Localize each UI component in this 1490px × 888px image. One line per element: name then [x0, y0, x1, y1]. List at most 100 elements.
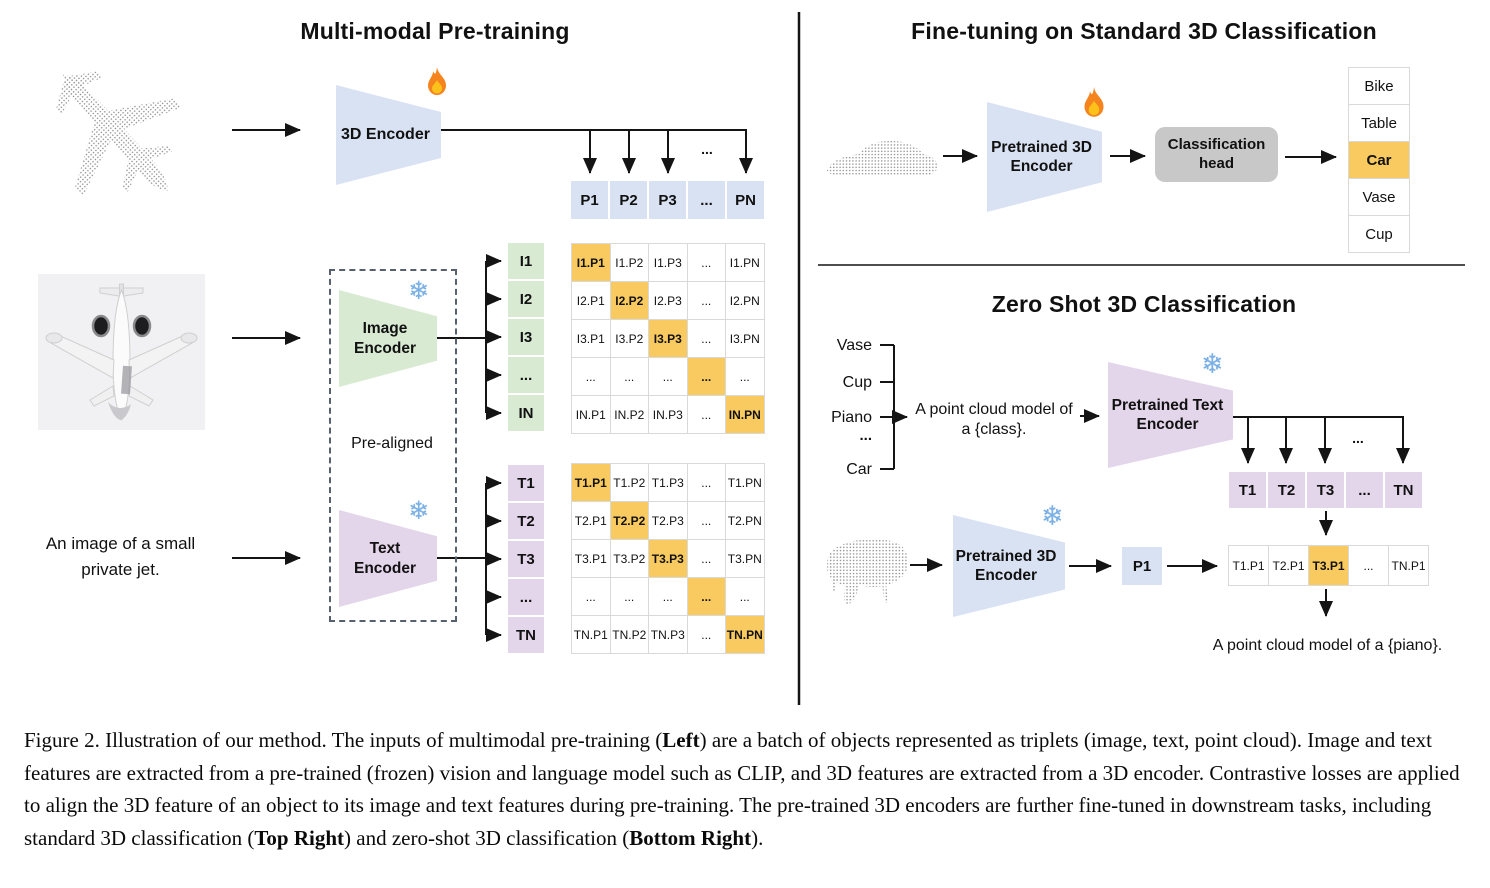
zeroshot-ellipsis: ...	[1352, 430, 1364, 446]
p-row-ellipsis: ...	[701, 141, 713, 157]
matrix-cell: ...	[686, 539, 725, 577]
zeroshot-t-row: T1 T2 T3... TN	[1229, 472, 1422, 508]
zeroshot-result-caption: A point cloud model of a {piano}.	[1212, 637, 1443, 654]
fire-icon	[1084, 87, 1104, 117]
text-features-col-cell: ...	[508, 579, 544, 615]
matrix-cell: I1.P3	[648, 243, 687, 281]
prompt-line2: a {class}.	[961, 421, 1027, 438]
p-features-row-cell: P2	[610, 181, 647, 219]
result-row-cell: T2.P1	[1268, 545, 1308, 585]
matrix-cell: ...	[686, 357, 725, 395]
class-list-item: Car	[1349, 141, 1409, 178]
matrix-cell: T2.PN	[725, 501, 764, 539]
matrix-cell: ...	[571, 577, 610, 615]
p-features-row-cell: ...	[688, 181, 725, 219]
matrix-cell: I3.P3	[648, 319, 687, 357]
prompt-line1: A point cloud model of	[915, 401, 1073, 418]
text-features-col-cell: T2	[508, 503, 544, 539]
p-features-row-cell: P1	[571, 181, 608, 219]
matrix-cell: T3.P3	[648, 539, 687, 577]
airplane-point-cloud	[56, 71, 182, 196]
matrix-cell: ...	[725, 577, 764, 615]
zeroshot-t-row-cell: T1	[1229, 472, 1266, 508]
image-encoder-label: Image Encoder	[353, 320, 416, 357]
matrix-cell: ...	[686, 577, 725, 615]
image-point-similarity-matrix: I1.P1 I1.P2 I1.P3... I1.PN I2.P1 I2.P2 I2.P3..…	[571, 243, 765, 434]
fire-icon	[428, 67, 446, 96]
caption-segment: Bottom Right	[629, 825, 752, 850]
finetune-class-list: Bike Table Car Vase Cup	[1348, 67, 1410, 253]
zeroshot-class-word: ...	[859, 427, 872, 444]
classification-head: Classification head	[1155, 127, 1278, 182]
prompt-text: A point cloud model of a {class}.	[903, 400, 1085, 440]
matrix-cell: ...	[686, 501, 725, 539]
image-features-col-cell: I2	[508, 281, 544, 317]
matrix-cell: T2.P1	[571, 501, 610, 539]
matrix-cell: ...	[686, 395, 725, 433]
zeroshot-class-word: Car	[846, 461, 872, 478]
image-features-col: I1 I2 I3... IN	[508, 243, 544, 431]
result-row-cell: ...	[1348, 545, 1388, 585]
matrix-cell: I3.P2	[609, 319, 648, 357]
matrix-cell: T3.P2	[609, 539, 648, 577]
matrix-cell: ...	[725, 357, 764, 395]
matrix-cell: I2.P1	[571, 281, 610, 319]
matrix-cell: I2.P2	[609, 281, 648, 319]
connector-arrows	[232, 12, 1465, 705]
classification-head-label: Classification head	[1167, 135, 1266, 172]
car-point-cloud	[826, 141, 938, 176]
p-features-row-cell: PN	[727, 181, 764, 219]
finetune-encoder-label: Pretrained 3D Encoder	[991, 138, 1092, 175]
airplane-photo	[38, 274, 205, 430]
matrix-cell: ...	[609, 577, 648, 615]
zeroshot-text-encoder-label: Pretrained Text Encoder	[1111, 396, 1224, 433]
zeroshot-3d-encoder-label: Pretrained 3D Encoder	[955, 547, 1057, 584]
zeroshot-t-row-cell: ...	[1346, 472, 1383, 508]
piano-point-cloud	[827, 539, 909, 605]
matrix-cell: ...	[686, 615, 725, 653]
matrix-cell: T1.P3	[648, 463, 687, 501]
matrix-cell: T3.P1	[571, 539, 610, 577]
matrix-cell: I3.P1	[571, 319, 610, 357]
matrix-cell: T2.P2	[609, 501, 648, 539]
matrix-cell: I2.PN	[725, 281, 764, 319]
matrix-cell: IN.P3	[648, 395, 687, 433]
snowflake-icon: ❄	[1041, 501, 1064, 532]
class-list-item: Bike	[1364, 77, 1394, 95]
caption-segment: ).	[751, 825, 764, 850]
matrix-cell: I1.PN	[725, 243, 764, 281]
image-features-col-cell: ...	[508, 357, 544, 393]
p1-feature-box: P1	[1122, 547, 1162, 585]
result-row-cell: T1.P1	[1228, 545, 1268, 585]
text-features-col-cell: T1	[508, 465, 544, 501]
class-list-item: Vase	[1349, 178, 1409, 215]
p-features-row-cell: P3	[649, 181, 686, 219]
image-text-caption: An image of a small private jet.	[45, 534, 196, 579]
image-features-col-cell: IN	[508, 395, 544, 431]
matrix-cell: TN.P3	[648, 615, 687, 653]
matrix-cell: T1.PN	[725, 463, 764, 501]
figure-caption: Figure 2. Illustration of our method. Th…	[24, 724, 1468, 854]
class-list-item: Table	[1349, 104, 1409, 141]
matrix-cell: ...	[648, 357, 687, 395]
text-features-col: T1 T2 T3... TN	[508, 465, 544, 653]
matrix-cell: ...	[686, 463, 725, 501]
matrix-cell: ...	[648, 577, 687, 615]
image-features-col-cell: I3	[508, 319, 544, 355]
zeroshot-t-row-cell: T3	[1307, 472, 1344, 508]
text-features-col-cell: T3	[508, 541, 544, 577]
text-encoder-label: Text Encoder	[353, 540, 416, 577]
prealigned-box	[329, 269, 457, 622]
class-list-item: Cup	[1349, 215, 1409, 252]
zeroshot-class-word: Cup	[842, 374, 872, 391]
matrix-cell: IN.P2	[609, 395, 648, 433]
airplane-photo-drawing	[45, 283, 198, 422]
matrix-cell: TN.PN	[725, 615, 764, 653]
matrix-cell: T1.P1	[571, 463, 610, 501]
caption-segment: ) are a batch of objects represented as …	[24, 728, 1460, 850]
matrix-cell: ...	[686, 319, 725, 357]
result-row-cell: T3.P1	[1308, 545, 1348, 585]
finetune-title: Fine-tuning on Standard 3D Classificatio…	[911, 18, 1377, 44]
zeroshot-t-row-cell: T2	[1268, 472, 1305, 508]
